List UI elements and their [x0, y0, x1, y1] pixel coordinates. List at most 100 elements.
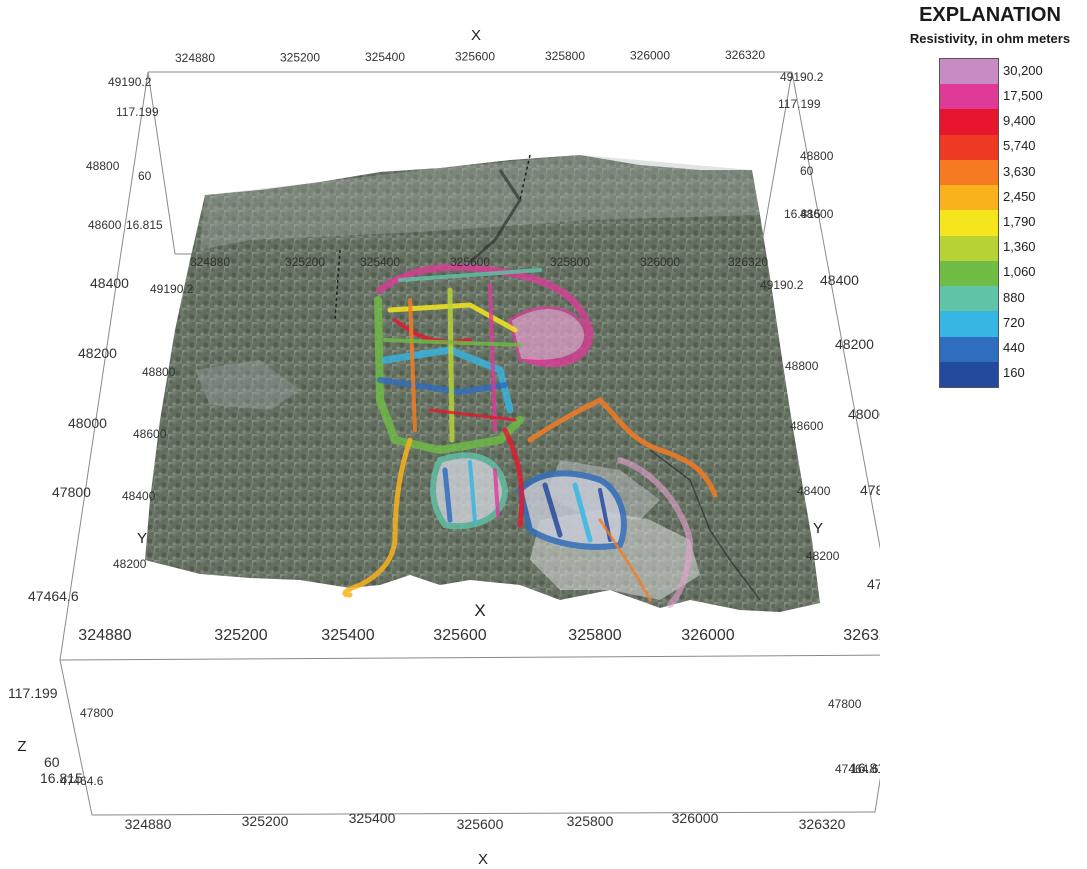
- legend-swatch: [940, 84, 998, 110]
- x-tick-bottom: 325200: [242, 813, 289, 829]
- x-tick-inner: 325200: [285, 255, 325, 269]
- 3d-resistivity-scene: X X X Y Y Z Z 49190.2 49190.2 49190.2 49…: [8, 27, 880, 868]
- legend-value: 880: [1003, 289, 1025, 305]
- top-left-y-extra: 48600: [88, 218, 122, 232]
- legend-value: 1,790: [1003, 214, 1036, 229]
- legend-value: 1,360: [1003, 239, 1036, 255]
- legend-title: EXPLANATION: [919, 4, 1061, 26]
- x-tick-inner: 325800: [550, 255, 590, 269]
- y-tick-left-inner: 48600: [133, 427, 167, 441]
- legend-value: 5,740: [1003, 138, 1036, 154]
- x-tick-inner: 325600: [450, 255, 490, 269]
- z-tick-left: 16.815: [40, 770, 83, 786]
- legend-value: 30,200: [1003, 62, 1043, 78]
- legend-value: 17,500: [1003, 87, 1043, 103]
- x-tick-mid: 325800: [568, 627, 621, 644]
- legend-value: 440: [1003, 340, 1025, 356]
- corner-ymax-inner-left: 49190.2: [150, 282, 194, 296]
- y-tick-left-outer: 47800: [52, 484, 91, 500]
- x-tick-bottom: 325800: [567, 813, 614, 829]
- legend-value: 3,630: [1003, 163, 1036, 179]
- y-tick-right-outer: 48000: [848, 406, 880, 422]
- x-tick-top: 324880: [175, 51, 215, 65]
- z-tick-top-left: 60: [138, 169, 152, 183]
- legend-color-ramp: [939, 58, 999, 388]
- legend-body: 30,200 17,500 9,400 5,740 3,630 2,450 1,790 1,3…: [895, 58, 1085, 388]
- y-tick-right-inner: 48600: [790, 419, 824, 433]
- x-tick-top: 325400: [365, 50, 405, 64]
- top-left-y-48800: 48800: [86, 159, 120, 173]
- legend-swatch: [940, 134, 998, 161]
- corner-ymax-inner-right: 49190.2: [760, 278, 804, 292]
- x-tick-inner: 326000: [640, 255, 680, 269]
- z-axis-name-left: Z: [17, 738, 26, 755]
- z-tick-top-right: 60: [800, 164, 814, 178]
- x-tick-inner: 324880: [190, 255, 230, 269]
- x-tick-bottom: 325400: [349, 810, 396, 826]
- legend-swatch: [940, 109, 998, 136]
- y-axis-name-left: Y: [137, 530, 147, 547]
- y-tick-left-outer: 48000: [68, 415, 107, 431]
- corner-ymax-top-left: 49190.2: [108, 75, 152, 89]
- legend-swatch: [940, 260, 998, 287]
- legend-swatch: [940, 210, 998, 237]
- y-tick-left-inner: 48800: [142, 365, 176, 379]
- y-tick-left-outer: 48200: [78, 345, 117, 361]
- y-tick-right-bottom: 47800: [828, 697, 862, 711]
- legend-swatch: [940, 59, 998, 85]
- y-tick-left-inner: 48400: [122, 489, 156, 503]
- legend-subtitle: Resistivity, in ohm meters: [909, 31, 1071, 46]
- z-tick-top-right: 117.199: [778, 97, 821, 111]
- z-tick-top-right: 16.815: [784, 207, 821, 221]
- x-tick-mid: 324880: [78, 627, 131, 644]
- x-axis-name-bottom: X: [478, 851, 488, 868]
- x-tick-mid: 325400: [321, 627, 374, 644]
- top-right-y-48800: 48800: [800, 149, 834, 163]
- legend-value: 9,400: [1003, 113, 1036, 129]
- x-tick-top: 326000: [630, 49, 670, 63]
- y-tick-right-outer: 48200: [835, 336, 874, 352]
- x-tick-bottom: 326320: [799, 816, 846, 832]
- y-tick-right-inner: 48400: [797, 484, 831, 498]
- y-tick-right-outer: 48400: [820, 272, 859, 288]
- x-tick-bottom: 324880: [125, 816, 172, 832]
- x-axis-name-mid: X: [474, 601, 485, 620]
- legend-value: 2,450: [1003, 188, 1036, 204]
- y-tick-left-bottom: 47800: [80, 706, 114, 720]
- y-tick-right-outer: 47464.6: [867, 576, 880, 592]
- y-tick-right-inner: 48200: [806, 549, 840, 563]
- x-tick-inner: 325400: [360, 255, 400, 269]
- x-tick-top: 326320: [725, 48, 765, 62]
- z-tick-right: 16.815: [850, 760, 880, 776]
- x-tick-bottom: 326000: [672, 810, 719, 826]
- z-tick-left: 117.199: [8, 685, 58, 701]
- top-right-y-extra: 48600: [800, 207, 834, 221]
- y-tick-right-bottom: 47464.6: [835, 762, 879, 776]
- y-tick-left-outer: 47464.6: [28, 588, 79, 604]
- legend: EXPLANATION Resistivity, in ohm meters 3…: [895, 4, 1085, 388]
- legend-swatch: [940, 361, 998, 388]
- x-tick-mid: 325600: [433, 627, 486, 644]
- y-tick-left-outer: 48400: [90, 275, 129, 291]
- x-tick-top: 325200: [280, 51, 320, 65]
- z-tick-top-left: 117.199: [116, 105, 159, 119]
- corner-ymax-top-right: 49190.2: [780, 70, 824, 84]
- legend-value: 160: [1003, 365, 1025, 381]
- legend-swatch: [940, 159, 998, 186]
- x-axis-name-top: X: [471, 27, 481, 44]
- legend-swatch: [940, 185, 998, 211]
- y-tick-right-outer: 47800: [860, 482, 880, 498]
- x-tick-inner: 326320: [728, 255, 768, 269]
- x-tick-top: 325600: [455, 50, 495, 64]
- x-tick-top: 325800: [545, 49, 585, 63]
- z-tick-top-left: 16.815: [126, 218, 163, 232]
- legend-swatch: [940, 286, 998, 312]
- legend-value: 720: [1003, 314, 1025, 330]
- x-tick-mid: 326320: [843, 627, 880, 644]
- x-tick-mid: 325200: [214, 627, 267, 644]
- legend-swatch: [940, 336, 998, 363]
- terrain-surface: [145, 154, 820, 612]
- legend-swatch: [940, 235, 998, 262]
- y-tick-right-inner: 48800: [785, 359, 819, 373]
- y-tick-left-bottom: 47464.6: [60, 774, 104, 788]
